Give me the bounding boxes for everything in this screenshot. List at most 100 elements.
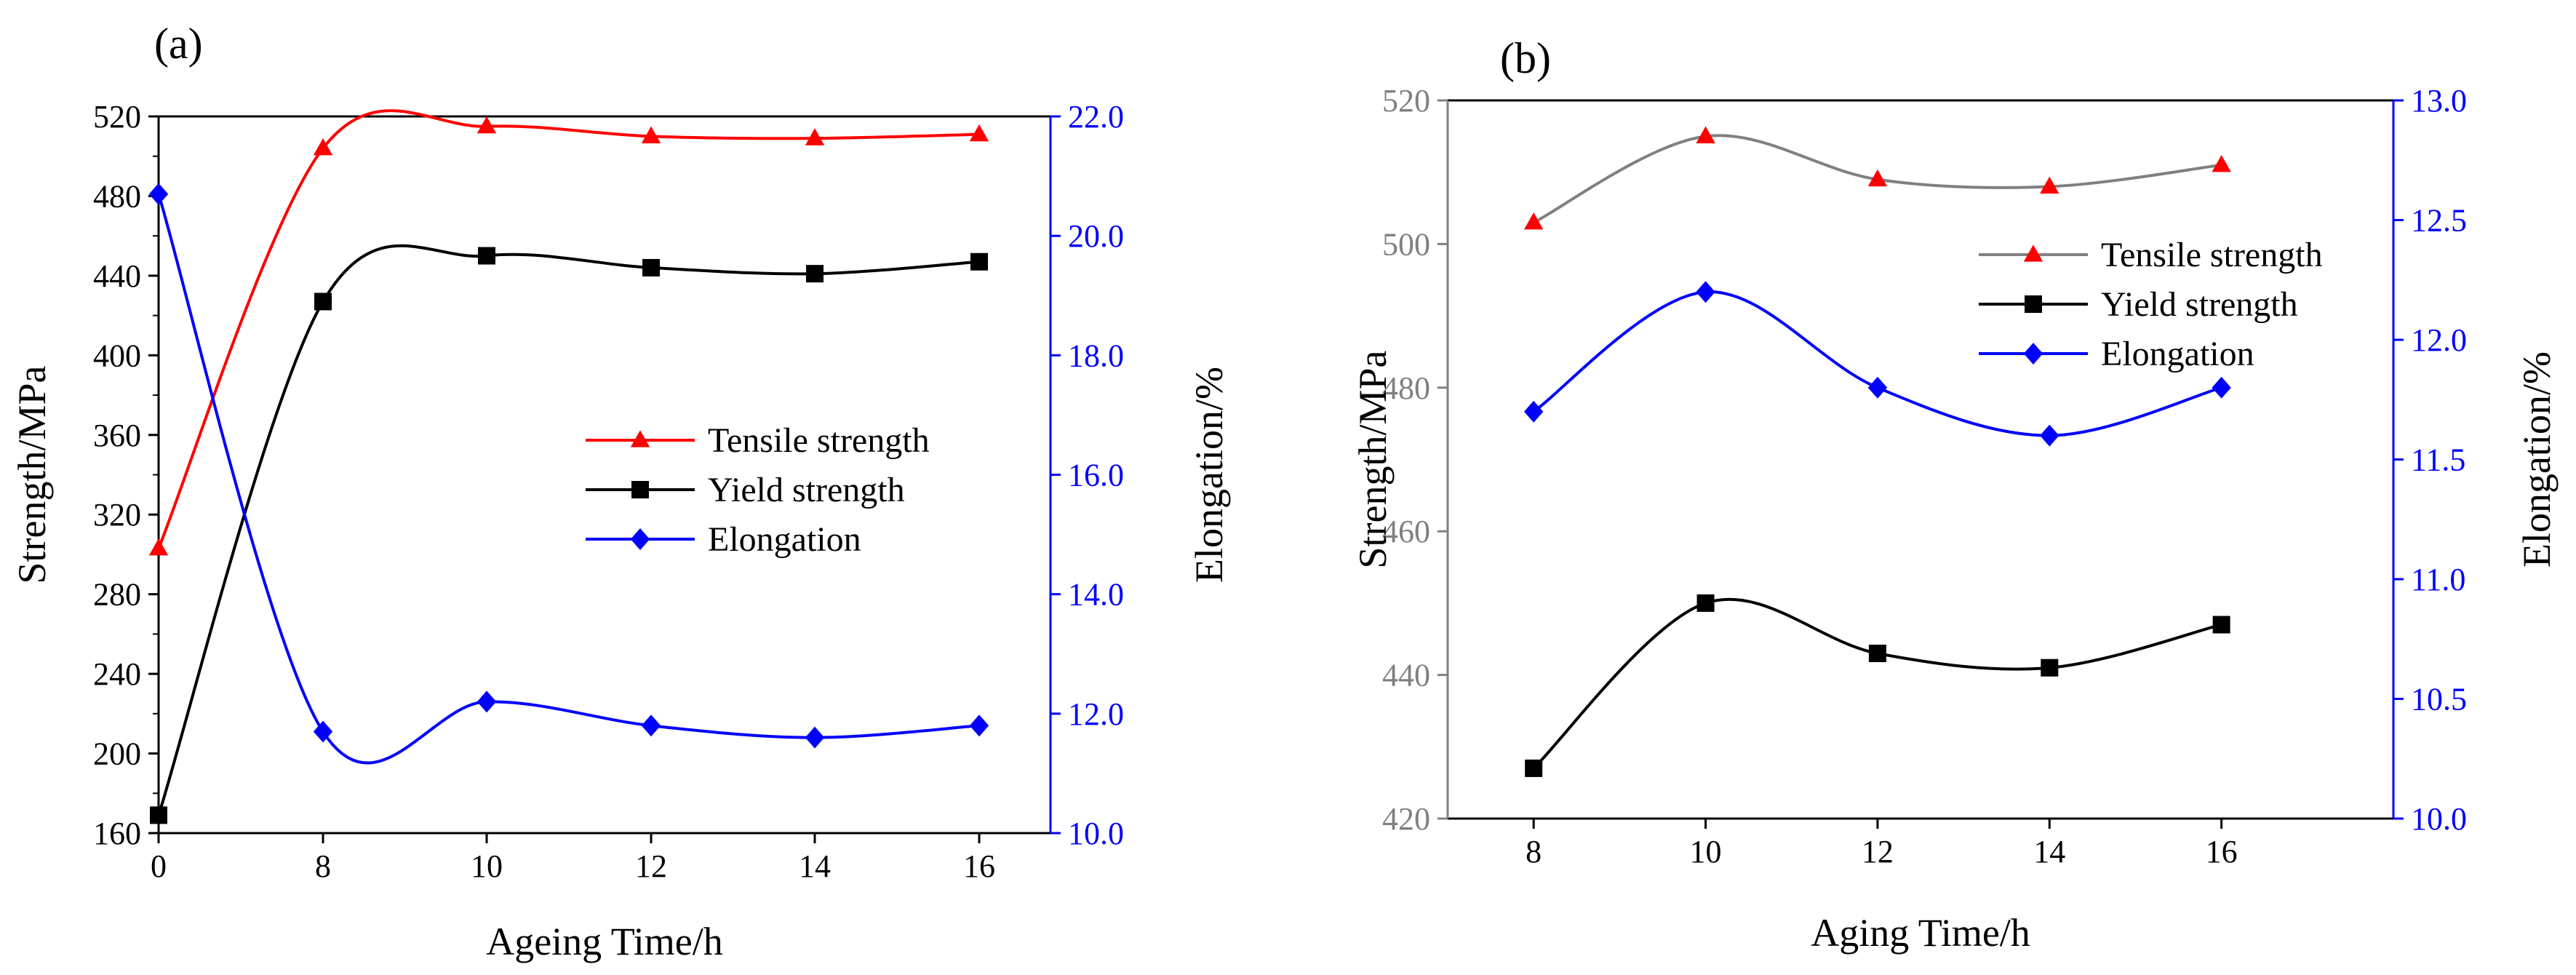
legend-entry: Elongation xyxy=(1979,335,2254,373)
data-point xyxy=(2212,155,2231,172)
data-point xyxy=(478,247,495,265)
legend-label: Elongation xyxy=(708,520,861,559)
legend-marker xyxy=(631,481,649,498)
x-tick-label: 14 xyxy=(799,848,831,884)
data-point xyxy=(313,138,333,156)
x-tick-label: 8 xyxy=(1526,834,1542,869)
series-yield-strength xyxy=(150,244,988,824)
legend-entry: Elongation xyxy=(586,520,861,559)
legend-entry: Yield strength xyxy=(586,471,905,509)
right-y-tick-label: 20.0 xyxy=(1068,218,1124,254)
series-line xyxy=(1532,597,2222,770)
x-tick-label: 14 xyxy=(2033,834,2065,869)
series-tensile-strength xyxy=(1523,126,2231,230)
legend-label: Tensile strength xyxy=(2101,236,2323,274)
left-y-tick-label: 440 xyxy=(93,258,141,294)
right-y-axis-title: Elongation/% xyxy=(2515,351,2559,568)
left-y-tick-label: 520 xyxy=(1382,83,1430,119)
data-point xyxy=(1867,376,1888,399)
data-point xyxy=(641,126,661,143)
left-y-tick-label: 320 xyxy=(93,497,141,533)
right-y-tick-label: 12.5 xyxy=(2411,203,2467,239)
legend-label: Yield strength xyxy=(708,471,905,509)
data-point xyxy=(806,265,824,283)
data-point xyxy=(805,726,825,749)
right-y-tick-label: 10.0 xyxy=(1068,816,1124,851)
left-y-tick-label: 400 xyxy=(93,338,141,373)
legend-marker xyxy=(2023,343,2043,365)
panel-label: (a) xyxy=(154,20,203,68)
legend-label: Yield strength xyxy=(2101,285,2298,324)
x-tick-label: 12 xyxy=(635,848,667,884)
right-y-tick-label: 14.0 xyxy=(1068,577,1124,613)
data-point xyxy=(969,715,989,737)
data-point xyxy=(150,806,167,824)
legend-entry: Tensile strength xyxy=(1979,236,2323,274)
data-point xyxy=(805,128,825,146)
data-point xyxy=(969,124,989,142)
data-point xyxy=(1525,759,1543,777)
data-point xyxy=(642,258,660,276)
data-point xyxy=(476,116,497,134)
x-axis-title: Ageing Time/h xyxy=(486,920,723,963)
right-y-tick-label: 22.0 xyxy=(1068,99,1124,135)
data-point xyxy=(1523,400,1544,423)
x-tick-label: 8 xyxy=(315,848,331,884)
data-point xyxy=(2212,376,2231,399)
series-elongation xyxy=(1523,281,2231,447)
data-point xyxy=(2040,176,2059,194)
left-y-tick-label: 480 xyxy=(1382,370,1430,406)
data-point xyxy=(1696,594,1715,612)
right-y-tick-label: 18.0 xyxy=(1068,338,1124,373)
left-y-tick-label: 200 xyxy=(93,736,141,772)
data-point xyxy=(1696,126,1715,143)
left-y-tick-label: 360 xyxy=(93,418,141,453)
left-y-tick-label: 520 xyxy=(93,99,141,135)
right-y-tick-label: 10.5 xyxy=(2411,682,2467,717)
panel-label: (b) xyxy=(1500,34,1551,82)
data-point xyxy=(970,252,988,271)
left-y-axis-title: Strength/MPa xyxy=(1351,350,1395,568)
data-point xyxy=(2040,424,2059,447)
right-y-tick-label: 12.0 xyxy=(2411,322,2467,358)
right-y-tick-label: 16.0 xyxy=(1068,458,1124,493)
legend-label: Tensile strength xyxy=(708,421,930,460)
data-point xyxy=(1523,212,1544,230)
left-y-tick-label: 240 xyxy=(93,656,141,692)
right-y-tick-label: 11.5 xyxy=(2411,442,2465,478)
left-y-tick-label: 480 xyxy=(93,178,141,214)
data-point xyxy=(476,691,497,713)
left-y-tick-label: 460 xyxy=(1382,514,1430,549)
x-tick-label: 16 xyxy=(963,848,995,884)
series-line xyxy=(1533,290,2222,437)
legend-entry: Yield strength xyxy=(1979,285,2298,324)
data-point xyxy=(314,292,332,311)
data-point xyxy=(1868,644,1886,662)
x-axis-title: Aging Time/h xyxy=(1811,911,2030,955)
data-point xyxy=(148,538,169,556)
series-elongation xyxy=(148,183,989,765)
x-tick-label: 16 xyxy=(2206,834,2238,869)
data-point xyxy=(2212,616,2230,634)
data-point xyxy=(1867,169,1888,187)
right-y-axis-title: Elongation/% xyxy=(1187,367,1231,583)
left-y-tick-label: 420 xyxy=(1382,801,1430,837)
x-tick-label: 10 xyxy=(471,848,503,884)
chart-panel-b: 8 10 12 14 16 420 440 460 480 500 520 10.0 10.5 11.0 1… xyxy=(1351,34,2559,955)
legend-entry: Tensile strength xyxy=(586,421,930,460)
legend-marker xyxy=(630,430,650,447)
legend-marker xyxy=(2025,295,2042,313)
left-y-axis-title: Strength/MPa xyxy=(10,365,54,584)
data-point xyxy=(641,715,661,737)
data-point xyxy=(2041,658,2059,677)
legend-marker xyxy=(630,528,650,550)
series-tensile-strength xyxy=(148,109,989,556)
right-y-tick-label: 10.0 xyxy=(2411,801,2467,837)
left-y-tick-label: 500 xyxy=(1382,226,1430,262)
right-y-tick-label: 11.0 xyxy=(2411,562,2465,597)
left-y-tick-label: 280 xyxy=(93,577,141,613)
right-y-tick-label: 12.0 xyxy=(1068,696,1124,732)
legend-label: Elongation xyxy=(2101,335,2254,373)
legend-marker xyxy=(2023,244,2043,262)
